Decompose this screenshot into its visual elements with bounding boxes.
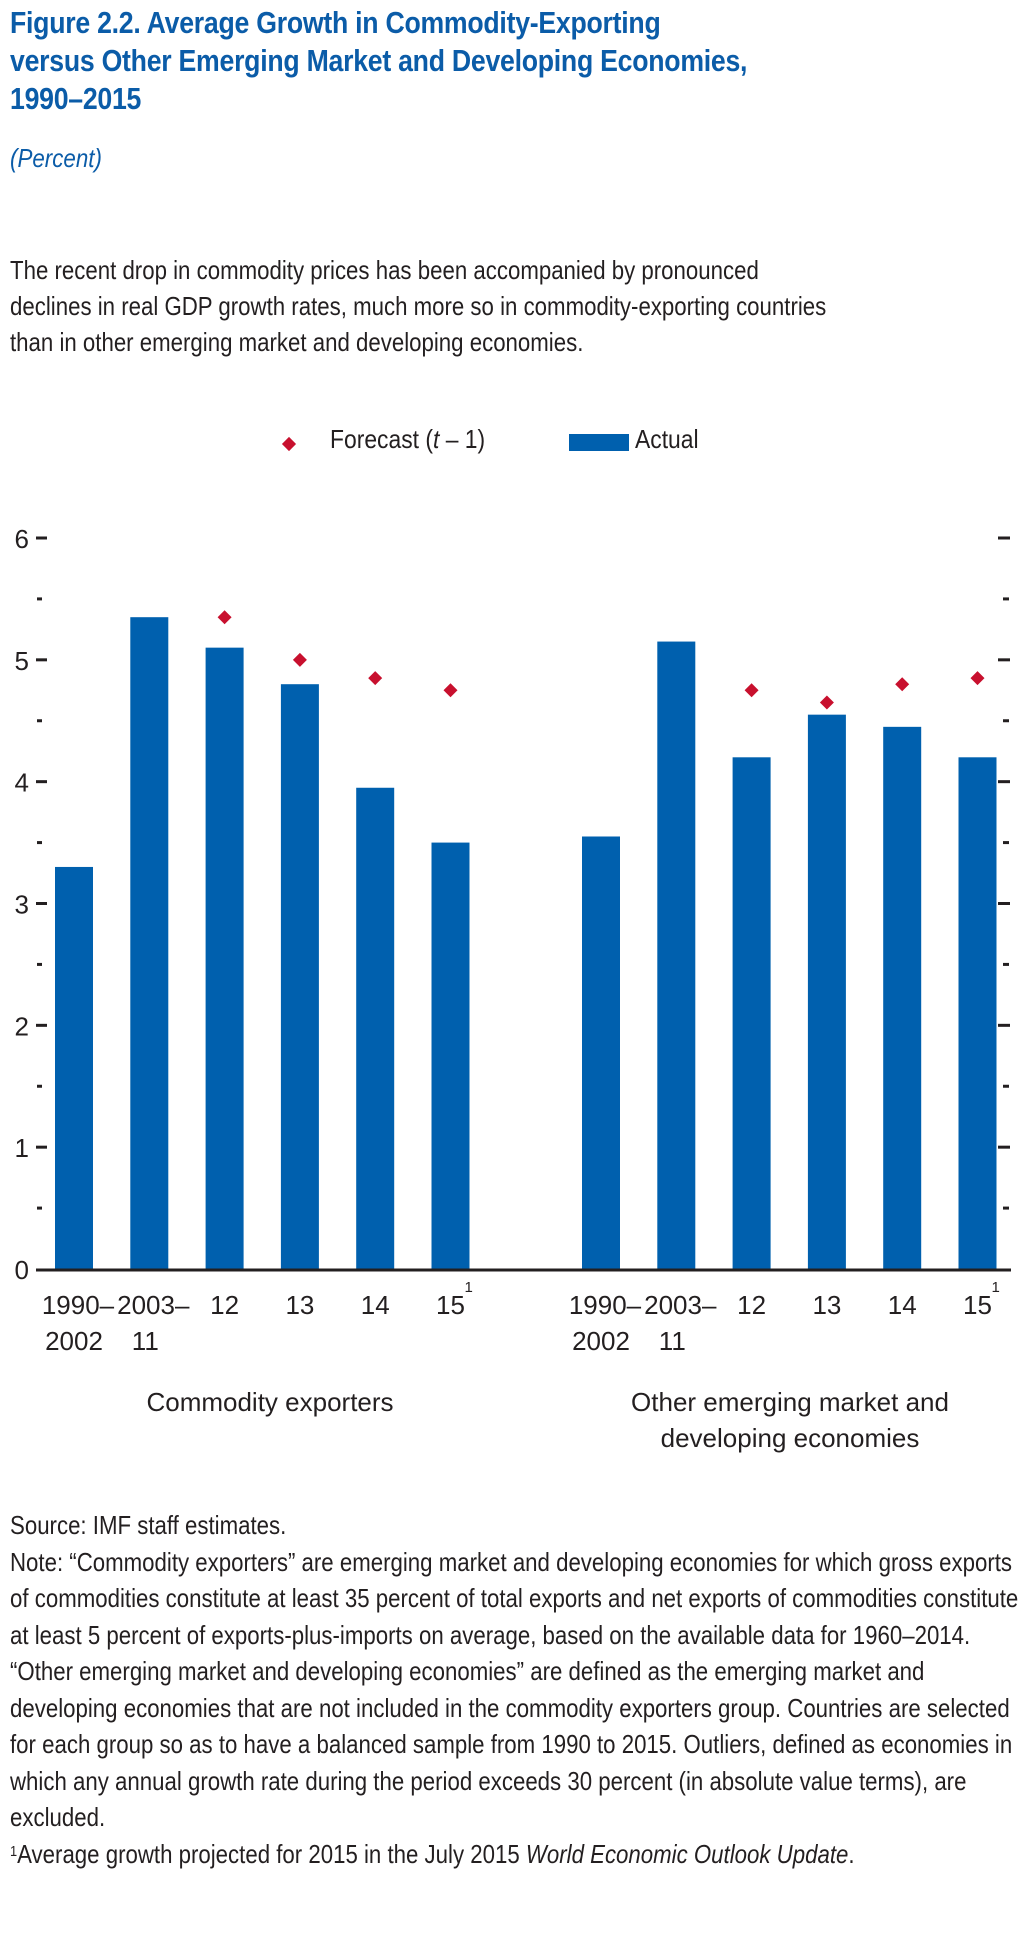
note-text: Note: “Commodity exporters” are emerging… bbox=[10, 1546, 1019, 1833]
bars bbox=[55, 617, 997, 1269]
bar-actual bbox=[280, 684, 319, 1269]
x-tick-footnote-marker: 1 bbox=[992, 1279, 1000, 1296]
group-label-line: Commodity exporters bbox=[146, 1387, 394, 1417]
bar-actual bbox=[205, 647, 244, 1269]
forecast-marker bbox=[368, 671, 383, 686]
forecast-marker bbox=[443, 683, 458, 698]
legend-forecast-label: Forecast (t – 1) bbox=[330, 424, 486, 454]
y-tick-label: 3 bbox=[15, 890, 29, 920]
y-tick-label: 1 bbox=[15, 1133, 29, 1163]
bar-actual bbox=[130, 617, 169, 1269]
forecast-markers bbox=[217, 610, 985, 710]
x-tick-label: 12 bbox=[210, 1290, 239, 1320]
bar-actual bbox=[356, 787, 395, 1269]
forecast-marker bbox=[744, 683, 759, 698]
x-tick-label: 2003– bbox=[644, 1290, 717, 1320]
x-tick-label: 14 bbox=[888, 1290, 917, 1320]
y-tick-label: 5 bbox=[15, 646, 29, 676]
figure-title-line-3: 1990–2015 bbox=[10, 81, 142, 116]
bar-actual bbox=[807, 714, 846, 1269]
y-tick-label: 0 bbox=[15, 1255, 29, 1285]
group-label-other-emde: Other emerging market and developing eco… bbox=[570, 1384, 1010, 1456]
forecast-marker bbox=[895, 677, 910, 692]
x-tick-label: 15 bbox=[436, 1290, 465, 1320]
description-line-3: than in other emerging market and develo… bbox=[10, 327, 584, 357]
figure-title: Figure 2.2. Average Growth in Commodity-… bbox=[10, 4, 1016, 118]
x-tick-label: 1990– bbox=[42, 1290, 115, 1320]
description-line-1: The recent drop in commodity prices has … bbox=[10, 255, 759, 285]
description-line-2: declines in real GDP growth rates, much … bbox=[10, 291, 827, 321]
figure-title-line-2: versus Other Emerging Market and Develop… bbox=[10, 43, 748, 78]
forecast-marker bbox=[217, 610, 232, 625]
x-tick-label: 11 bbox=[132, 1326, 159, 1356]
bar-actual bbox=[431, 842, 470, 1269]
group-label-commodity-exporters: Commodity exporters bbox=[60, 1384, 480, 1420]
bar-actual bbox=[883, 726, 922, 1269]
x-tick-label: 1990– bbox=[569, 1290, 642, 1320]
figure-units: (Percent) bbox=[10, 143, 102, 173]
forecast-marker bbox=[292, 652, 307, 667]
figure-notes: Source: IMF staff estimates. Note: “Comm… bbox=[10, 1507, 1019, 1872]
x-tick-label: 2003– bbox=[117, 1290, 190, 1320]
bar-actual bbox=[732, 757, 771, 1269]
x-tick-label: 2002 bbox=[45, 1326, 103, 1356]
footnote-1: 1Average growth projected for 2015 in th… bbox=[10, 1838, 855, 1869]
y-axis-left: 0 1 2 3 4 5 6 bbox=[15, 524, 47, 1285]
x-tick-label: 11 bbox=[659, 1326, 686, 1356]
x-tick-label: 13 bbox=[812, 1290, 841, 1320]
x-tick-label: 15 bbox=[963, 1290, 992, 1320]
group-label-line: developing economies bbox=[660, 1423, 920, 1453]
x-tick-label: 2002 bbox=[572, 1326, 630, 1356]
actual-bar-swatch-icon bbox=[569, 434, 629, 451]
group-label-line: Other emerging market and bbox=[631, 1387, 949, 1417]
bar-actual bbox=[582, 836, 620, 1269]
y-tick-label: 6 bbox=[15, 524, 29, 554]
bar-actual bbox=[55, 866, 93, 1269]
y-tick-label: 2 bbox=[15, 1011, 29, 1041]
figure-description: The recent drop in commodity prices has … bbox=[10, 252, 1019, 360]
figure-title-line-1: Figure 2.2. Average Growth in Commodity-… bbox=[10, 5, 661, 40]
bar-actual bbox=[958, 757, 997, 1269]
forecast-marker bbox=[819, 695, 834, 710]
x-tick-footnote-marker: 1 bbox=[465, 1279, 473, 1296]
x-tick-label: 13 bbox=[285, 1290, 314, 1320]
bar-actual bbox=[657, 641, 696, 1269]
x-tick-label: 14 bbox=[361, 1290, 390, 1320]
forecast-marker bbox=[970, 671, 985, 686]
y-axis-right bbox=[998, 536, 1010, 1210]
source-note: Source: IMF staff estimates. bbox=[10, 1510, 287, 1540]
legend-actual-label: Actual bbox=[635, 424, 699, 454]
x-tick-label: 12 bbox=[737, 1290, 766, 1320]
y-tick-label: 4 bbox=[15, 768, 29, 798]
